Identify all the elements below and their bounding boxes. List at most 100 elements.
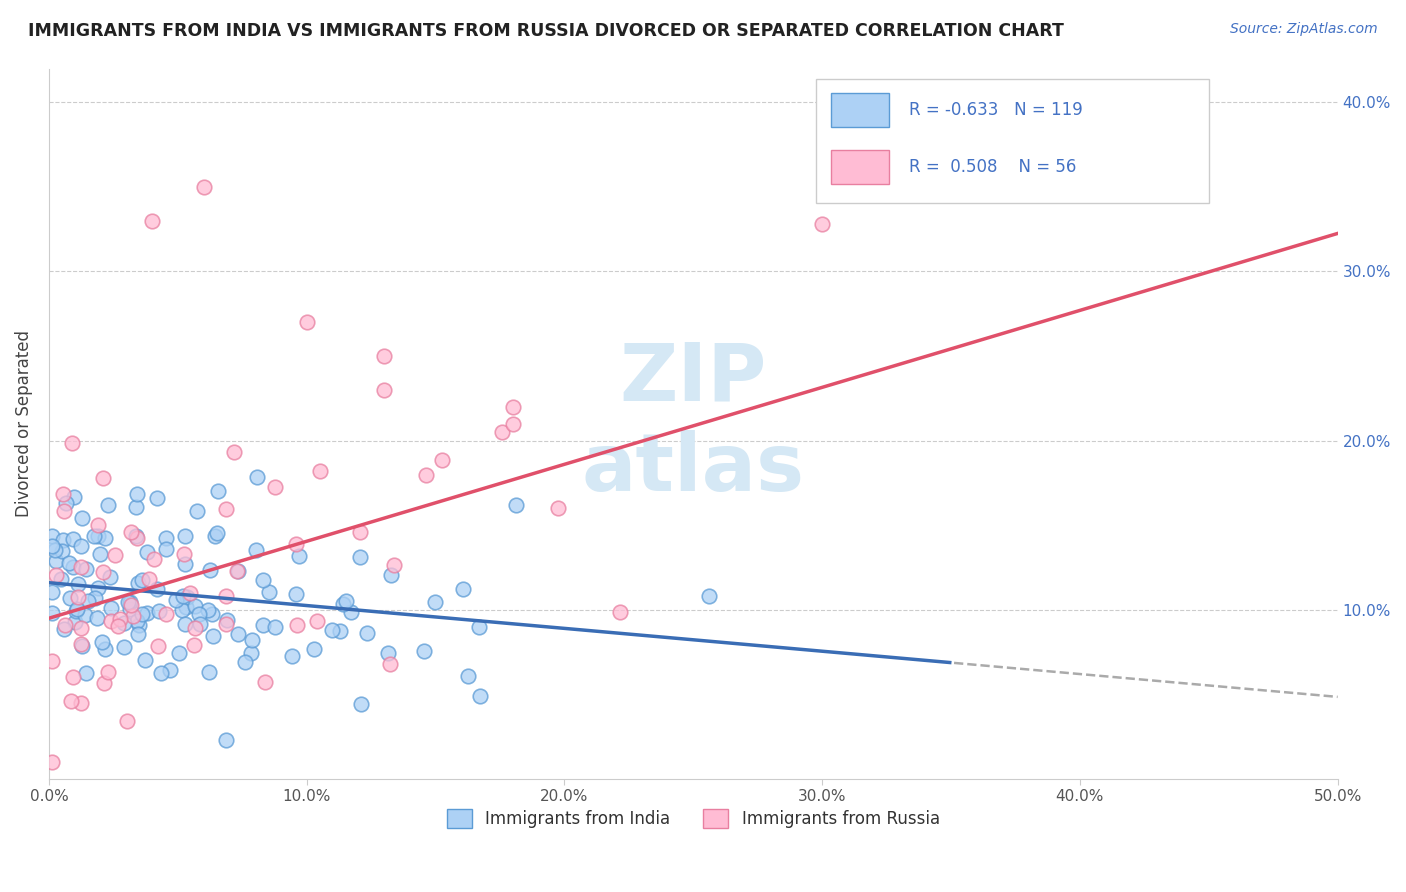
- Point: [55, 496, 77, 510]
- Point: [120, 602, 142, 616]
- Point: [412, 644, 434, 658]
- Point: [204, 529, 226, 543]
- Point: [63, 615, 86, 630]
- Point: [131, 607, 153, 622]
- Point: [100, 601, 122, 615]
- Point: [356, 625, 378, 640]
- Point: [65, 604, 87, 618]
- Point: [155, 541, 177, 556]
- Point: [349, 550, 371, 565]
- Point: [76, 562, 98, 576]
- Point: [63, 490, 86, 504]
- Point: [183, 599, 205, 614]
- Point: [112, 640, 135, 654]
- Point: [75, 665, 97, 680]
- Point: [423, 595, 446, 609]
- Point: [150, 665, 173, 680]
- Point: [222, 445, 245, 459]
- Point: [188, 617, 211, 632]
- Point: [70, 640, 93, 654]
- Y-axis label: Divorced or Separated: Divorced or Separated: [15, 330, 32, 517]
- Point: [349, 524, 371, 539]
- Point: [198, 665, 221, 680]
- Point: [136, 545, 159, 559]
- Point: [350, 697, 373, 711]
- Point: [505, 498, 527, 512]
- Point: [451, 582, 474, 596]
- Point: [207, 483, 229, 498]
- Bar: [831, 94, 889, 128]
- Point: [335, 594, 357, 608]
- Point: [167, 646, 190, 660]
- Point: [148, 640, 170, 654]
- Point: [60, 693, 83, 707]
- Point: [97, 665, 120, 680]
- Point: [62, 670, 84, 684]
- Point: [135, 606, 157, 620]
- Point: [373, 383, 395, 397]
- Point: [41, 539, 63, 553]
- Point: [176, 590, 198, 604]
- Point: [122, 609, 145, 624]
- Point: [66, 602, 89, 616]
- FancyBboxPatch shape: [815, 79, 1209, 203]
- Point: [107, 619, 129, 633]
- Point: [70, 637, 93, 651]
- Point: [491, 425, 513, 439]
- Bar: [831, 150, 889, 185]
- Point: [382, 558, 405, 572]
- Point: [378, 657, 401, 672]
- Point: [239, 646, 262, 660]
- Point: [302, 641, 325, 656]
- Point: [457, 669, 479, 683]
- Point: [609, 605, 631, 619]
- Point: [58, 556, 80, 570]
- Point: [183, 621, 205, 635]
- Point: [468, 620, 491, 634]
- Point: [432, 453, 454, 467]
- Point: [339, 605, 361, 619]
- Point: [332, 597, 354, 611]
- Point: [187, 607, 209, 621]
- Point: [174, 600, 197, 615]
- Text: Source: ZipAtlas.com: Source: ZipAtlas.com: [1230, 22, 1378, 37]
- Point: [226, 564, 249, 578]
- Point: [240, 633, 263, 648]
- Point: [547, 500, 569, 515]
- Point: [83, 591, 105, 606]
- Point: [173, 616, 195, 631]
- Point: [125, 614, 148, 628]
- Point: [41, 585, 63, 599]
- Point: [94, 641, 117, 656]
- Text: R = -0.633   N = 119: R = -0.633 N = 119: [908, 102, 1083, 120]
- Point: [70, 510, 93, 524]
- Point: [252, 574, 274, 588]
- Point: [52, 622, 75, 636]
- Point: [264, 480, 287, 494]
- Point: [53, 617, 76, 632]
- Point: [328, 624, 350, 639]
- Point: [146, 491, 169, 506]
- Point: [165, 593, 187, 607]
- Point: [41, 529, 63, 543]
- Point: [697, 589, 720, 603]
- Point: [173, 547, 195, 561]
- Point: [281, 649, 304, 664]
- Point: [127, 532, 149, 546]
- Point: [100, 615, 122, 629]
- Point: [66, 590, 89, 604]
- Point: [127, 576, 149, 591]
- Point: [94, 531, 117, 545]
- Point: [179, 586, 201, 600]
- Point: [254, 674, 277, 689]
- Point: [373, 349, 395, 363]
- Point: [415, 468, 437, 483]
- Point: [60, 436, 83, 450]
- Point: [155, 531, 177, 545]
- Point: [86, 611, 108, 625]
- Point: [69, 539, 91, 553]
- Point: [70, 559, 93, 574]
- Point: [125, 500, 148, 514]
- Point: [148, 603, 170, 617]
- Point: [502, 417, 524, 431]
